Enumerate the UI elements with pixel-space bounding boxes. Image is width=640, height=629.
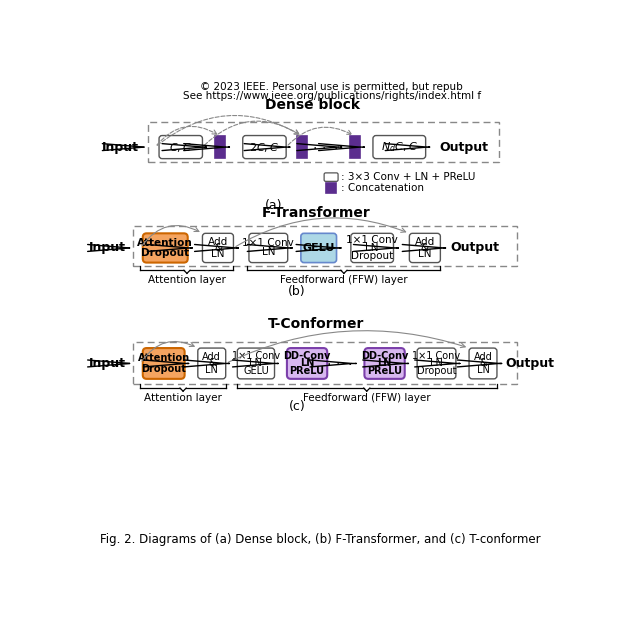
Text: Dropout: Dropout (351, 251, 394, 260)
Text: LN: LN (300, 359, 314, 369)
Text: Feedforward (FFW) layer: Feedforward (FFW) layer (303, 392, 431, 403)
Text: DD-Conv: DD-Conv (361, 351, 408, 361)
Text: $N_{d}C, C$: $N_{d}C, C$ (381, 140, 418, 154)
Text: $\cdot\,\cdot\,\cdot$: $\cdot\,\cdot\,\cdot$ (326, 357, 352, 370)
Text: 1×1 Conv: 1×1 Conv (232, 351, 280, 361)
FancyBboxPatch shape (417, 348, 456, 379)
Text: &: & (214, 243, 222, 253)
Text: Fig. 2. Diagrams of (a) Dense block, (b) F-Transformer, and (c) T-conformer: Fig. 2. Diagrams of (a) Dense block, (b)… (100, 533, 541, 546)
Text: Attention layer: Attention layer (144, 392, 222, 403)
Text: : 3×3 Conv + LN + PReLU: : 3×3 Conv + LN + PReLU (341, 172, 476, 182)
Text: $C, C$: $C, C$ (169, 141, 193, 153)
Text: Attention: Attention (138, 238, 193, 248)
Text: Input: Input (102, 141, 139, 153)
Bar (326, 183, 336, 193)
Text: Add: Add (202, 352, 221, 362)
Text: (a): (a) (265, 199, 282, 213)
Text: LN: LN (205, 365, 218, 375)
FancyArrowPatch shape (288, 127, 351, 145)
Text: 1×1 Conv: 1×1 Conv (412, 351, 461, 361)
Text: Feedforward (FFW) layer: Feedforward (FFW) layer (280, 275, 408, 285)
FancyBboxPatch shape (243, 135, 286, 159)
FancyBboxPatch shape (143, 233, 188, 262)
FancyArrowPatch shape (157, 116, 299, 145)
Bar (148, 123, 499, 162)
FancyBboxPatch shape (351, 233, 394, 262)
Text: Attention layer: Attention layer (148, 275, 226, 285)
Text: LN: LN (365, 243, 379, 253)
FancyArrowPatch shape (157, 126, 217, 145)
Text: F-Transformer: F-Transformer (262, 206, 371, 220)
FancyBboxPatch shape (202, 233, 234, 262)
Bar (132, 342, 517, 384)
Bar (350, 136, 360, 158)
FancyArrowPatch shape (142, 226, 199, 246)
FancyBboxPatch shape (469, 348, 497, 379)
Text: (c): (c) (289, 399, 305, 413)
FancyBboxPatch shape (364, 348, 404, 379)
Text: 1×1 Conv: 1×1 Conv (346, 235, 398, 245)
Text: &: & (479, 359, 487, 369)
FancyBboxPatch shape (324, 173, 338, 181)
Text: LN: LN (378, 359, 392, 369)
FancyBboxPatch shape (249, 233, 288, 262)
FancyBboxPatch shape (143, 348, 184, 379)
Text: LN: LN (477, 365, 490, 375)
Text: GELU: GELU (243, 366, 269, 376)
FancyArrowPatch shape (142, 342, 194, 361)
Text: &: & (421, 243, 429, 253)
Text: LN: LN (250, 359, 262, 369)
FancyBboxPatch shape (159, 135, 202, 159)
Text: See https://www.ieee.org/publications/rights/index.html f: See https://www.ieee.org/publications/ri… (183, 91, 481, 101)
Text: PReLU: PReLU (289, 366, 324, 376)
Text: LN: LN (418, 249, 431, 259)
Text: Add: Add (415, 237, 435, 247)
Text: Add: Add (474, 352, 492, 362)
Text: : Concatenation: : Concatenation (341, 183, 424, 193)
Text: PReLU: PReLU (367, 366, 402, 376)
Text: DD-Conv: DD-Conv (284, 351, 331, 361)
Text: &: & (208, 359, 216, 369)
Text: $\cdot\,\cdot\,\cdot$: $\cdot\,\cdot\,\cdot$ (312, 140, 338, 154)
Text: Output: Output (451, 242, 500, 255)
Text: $2C, C$: $2C, C$ (250, 141, 280, 153)
Text: Dense block: Dense block (265, 98, 360, 112)
FancyArrowPatch shape (204, 121, 299, 145)
Text: Dropout: Dropout (141, 364, 186, 374)
Text: Output: Output (505, 357, 554, 370)
FancyArrowPatch shape (236, 218, 406, 247)
Text: Attention: Attention (138, 353, 190, 363)
Text: LN: LN (211, 249, 225, 259)
Text: Dropout: Dropout (417, 366, 456, 376)
Text: © 2023 IEEE. Personal use is permitted, but repub: © 2023 IEEE. Personal use is permitted, … (200, 82, 463, 92)
Text: Input: Input (88, 242, 125, 255)
Bar (298, 136, 307, 158)
FancyArrowPatch shape (228, 331, 465, 362)
Text: Output: Output (439, 141, 488, 153)
FancyBboxPatch shape (301, 233, 337, 262)
FancyBboxPatch shape (410, 233, 440, 262)
Text: T-Conformer: T-Conformer (268, 317, 365, 331)
Text: GELU: GELU (303, 243, 335, 253)
Text: (b): (b) (288, 285, 306, 298)
Text: LN: LN (262, 247, 275, 257)
Text: Input: Input (88, 357, 125, 370)
Text: Dropout: Dropout (141, 248, 189, 258)
Bar (132, 226, 517, 267)
FancyBboxPatch shape (237, 348, 275, 379)
Text: 1×1 Conv: 1×1 Conv (243, 238, 294, 248)
FancyBboxPatch shape (373, 135, 426, 159)
Bar (215, 136, 225, 158)
Text: LN: LN (430, 359, 443, 369)
FancyBboxPatch shape (198, 348, 226, 379)
Text: Add: Add (208, 237, 228, 247)
FancyBboxPatch shape (287, 348, 327, 379)
